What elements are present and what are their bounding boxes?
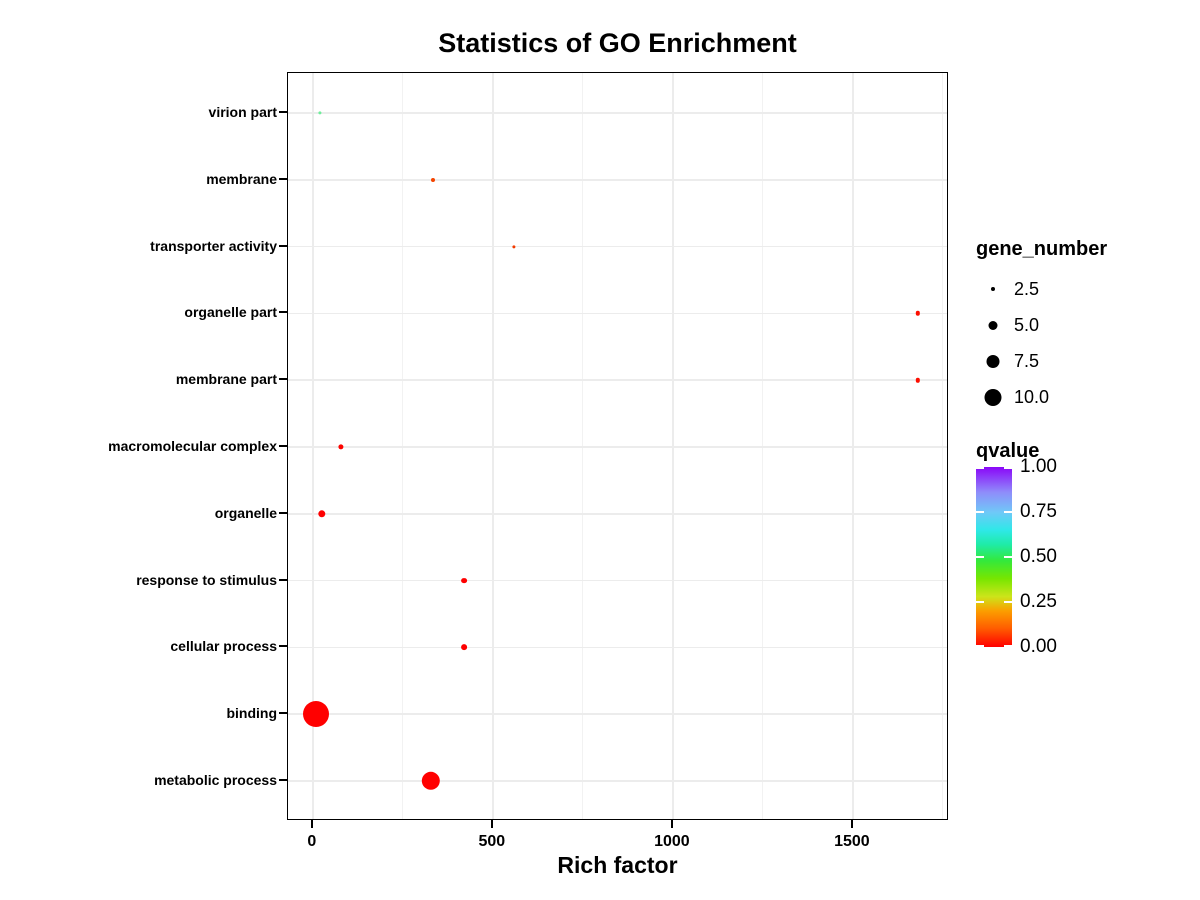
data-point-cellular-process [461,644,467,651]
x-tick-label-500: 500 [478,833,506,850]
gridline-major-y [288,513,947,515]
legend-gene-number-entries: 2.5 5.0 7.5 10.0 [976,271,1107,415]
gridline-major-y [288,179,947,181]
y-label-binding: binding [226,705,277,722]
plot-panel [287,72,948,820]
y-label-organelle: organelle [214,504,277,521]
legend-size-dot [986,354,1000,368]
y-tick [279,311,287,314]
gridline-major-y [288,379,947,381]
qvalue-colorbar: 1.00 0.75 0.50 0.25 0.00 [976,456,1057,657]
y-label-organelle-part: organelle part [184,304,277,321]
y-tick [279,110,287,114]
legend-size-entry: 10.0 [976,379,1107,415]
x-tick-label-1500: 1500 [834,833,870,850]
x-tick [850,820,853,828]
legend-gene-number-title: gene_number [976,238,1108,260]
gridline-major-y [288,579,947,582]
qvalue-tick-label-0.75: 0.75 [1020,501,1057,522]
chart-title: Statistics of GO Enrichment [438,28,797,58]
qvalue-tick-mark [976,510,984,514]
x-tick-label-1000: 1000 [654,833,690,850]
gridline-major-x [312,73,314,819]
data-point-response-to-stimulus [461,577,467,584]
data-point-membrane-part [915,377,920,383]
gridline-major-x [672,73,674,819]
gridline-minor-x [402,73,404,819]
qvalue-tick-mark [976,644,984,647]
data-point-organelle [318,510,326,518]
x-tick [670,820,673,828]
legend-size-dot [988,320,998,330]
y-label-virion-part: virion part [208,104,277,120]
y-label-response-to-stimulus: response to stimulus [136,571,277,588]
y-tick [279,444,287,448]
qvalue-tick-label-1.00: 1.00 [1020,456,1057,477]
x-axis-title: Rich factor [557,852,678,878]
y-tick [279,378,287,381]
y-label-macromolecular-complex: macromolecular complex [108,438,277,454]
gridline-minor-x [582,73,584,819]
qvalue-tick-mark [976,467,984,470]
legend-size-label: 2.5 [1014,278,1040,299]
gridline-major-y [288,780,947,782]
y-label-membrane-part: membrane part [175,371,277,388]
gridline-major-x [852,73,854,819]
qvalue-tick-mark [1004,510,1012,514]
x-tick-label-0: 0 [307,833,317,850]
y-tick [279,712,287,715]
qvalue-tick-mark [1004,644,1012,647]
y-label-membrane: membrane [206,170,277,187]
legend-size-entry: 7.5 [976,343,1107,379]
y-label-transporter-activity: transporter activity [150,237,277,254]
legend-qvalue: qvalue 1.00 0.75 0.50 0.25 0.00 [976,440,1057,657]
qvalue-tick-label-0.50: 0.50 [1020,546,1057,567]
qvalue-tick-mark [1004,600,1012,604]
gridline-major-y [288,713,947,715]
legend-size-label: 5.0 [1014,314,1040,335]
data-point-binding [303,701,330,728]
legend-size-entry: 2.5 [976,271,1107,307]
x-tick [310,820,313,828]
gridline-major-x [492,73,494,819]
y-tick [279,645,287,648]
y-tick [279,778,287,782]
y-tick [279,244,287,247]
gridline-major-y [288,245,947,248]
legend-gene-number: gene_number 2.5 5.0 7.5 10.0 [976,238,1107,415]
data-point-macromolecular-complex [338,444,344,450]
legend-size-dot [991,287,995,291]
data-point-organelle-part [915,311,920,316]
qvalue-tick-mark [976,555,984,559]
y-tick [279,177,287,180]
data-point-virion-part [318,111,322,115]
y-label-cellular-process: cellular process [170,638,277,655]
y-label-metabolic-process: metabolic process [154,772,277,788]
gridline-major-y [288,112,947,114]
gridline-minor-x [762,73,764,819]
x-tick [490,820,493,828]
data-point-membrane [431,177,436,182]
legend-size-label: 7.5 [1014,350,1040,371]
qvalue-tick-mark [1004,467,1012,470]
legend-size-entry: 5.0 [976,307,1107,343]
legend-size-label: 10.0 [1014,386,1050,407]
y-tick [279,511,287,514]
qvalue-tick-label-0.25: 0.25 [1020,591,1057,612]
gridline-minor-x [942,73,944,819]
gridline-major-y [288,446,947,448]
data-point-metabolic-process [421,771,441,791]
y-tick [279,578,287,581]
qvalue-tick-mark [1004,555,1012,559]
qvalue-tick-label-0.00: 0.00 [1020,636,1057,657]
gridline-major-y [288,646,947,649]
legend-qvalue-title: qvalue [976,440,1040,462]
data-point-transporter-activity [512,245,516,249]
gridline-major-y [288,312,947,315]
qvalue-tick-mark [976,600,984,604]
legend-size-dot [984,388,1002,406]
